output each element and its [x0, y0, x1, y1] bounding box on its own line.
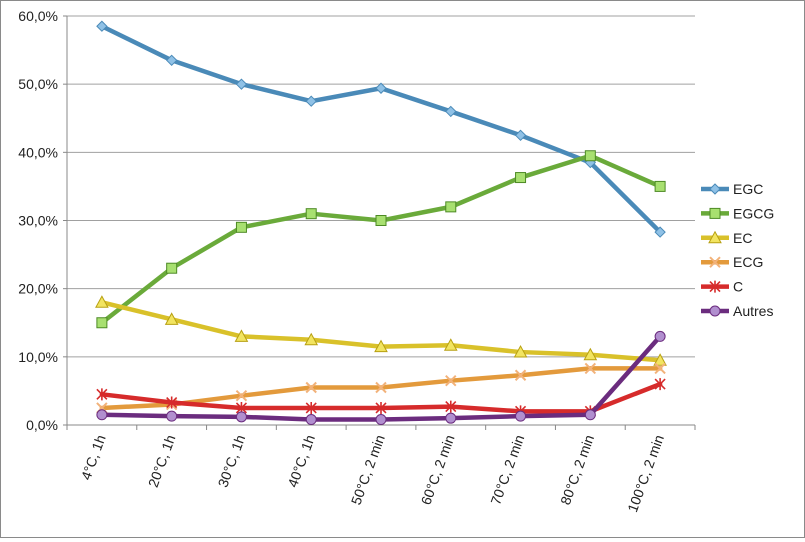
data-point [164, 312, 179, 325]
data-point [654, 378, 666, 391]
y-tick-label: 0,0% [26, 417, 58, 433]
x-tick-label: 100°C, 2 min [624, 433, 667, 515]
data-point [654, 180, 666, 192]
data-point [584, 409, 596, 421]
y-tick-label: 60,0% [18, 8, 58, 24]
legend-label: EC [733, 230, 752, 246]
data-point [514, 129, 527, 141]
data-point [375, 401, 387, 414]
legend-item: Autres [701, 303, 773, 319]
y-tick-label: 40,0% [18, 144, 58, 160]
legend-marker [709, 280, 721, 293]
legend-marker [709, 305, 721, 317]
series-ec [95, 295, 667, 366]
data-point [305, 414, 317, 426]
legend-item: EGC [701, 181, 763, 197]
x-tick-label: 70°C, 2 min [487, 433, 527, 507]
data-point [445, 374, 457, 387]
data-point [653, 353, 667, 366]
data-point [305, 208, 317, 220]
data-point [445, 201, 457, 213]
series-group [95, 20, 667, 426]
legend-item: ECG [701, 254, 763, 270]
data-point [235, 389, 248, 402]
legend-marker [709, 256, 721, 268]
series-autres [96, 330, 666, 426]
data-point [304, 332, 319, 346]
legend: EGC EGCG EC ECG C Autres [701, 181, 774, 319]
legend-item: EGCG [701, 205, 774, 221]
data-point [654, 362, 666, 375]
x-tick-label: 4°C, 1h [78, 433, 109, 483]
y-tick-label: 30,0% [18, 213, 58, 229]
data-point [375, 82, 387, 94]
data-point [445, 105, 457, 118]
x-tick-label: 60°C, 2 min [417, 433, 457, 507]
data-point [584, 150, 596, 162]
data-point [515, 410, 527, 422]
y-tick-label: 50,0% [18, 76, 58, 92]
data-point [234, 329, 249, 342]
data-point [96, 388, 108, 401]
data-point [654, 330, 666, 342]
y-tick-label: 20,0% [18, 281, 58, 297]
data-point [305, 95, 317, 107]
data-point [305, 401, 317, 414]
data-point [584, 362, 597, 375]
legend-item: C [701, 279, 743, 295]
data-point [374, 339, 388, 353]
data-point [583, 347, 598, 361]
x-axis: 4°C, 1h 20°C, 1h 30°C, 1h 40°C, 1h 50°C, 2 m… [66, 424, 696, 515]
data-point [166, 396, 178, 409]
series-egc [96, 20, 666, 238]
data-point [235, 221, 247, 233]
y-tick-label: 10,0% [18, 349, 58, 365]
legend-label: EGCG [733, 205, 774, 221]
data-point [515, 172, 527, 184]
data-point [443, 338, 458, 351]
data-point [235, 411, 247, 423]
x-tick-label: 30°C, 1h [215, 433, 249, 490]
grid-lines [67, 15, 695, 358]
data-point [445, 400, 457, 413]
series-c [96, 378, 666, 418]
data-point [95, 295, 109, 308]
data-point [375, 381, 387, 394]
x-tick-label: 80°C, 2 min [557, 433, 597, 507]
data-point [654, 226, 666, 238]
x-tick-label: 50°C, 2 min [348, 433, 388, 507]
legend-label: Autres [733, 303, 773, 319]
data-point [375, 414, 387, 426]
data-point [375, 215, 387, 226]
legend-label: C [733, 279, 743, 295]
data-point [96, 317, 108, 329]
x-tick-label: 20°C, 1h [145, 433, 179, 490]
series-line [99, 23, 663, 235]
data-point [166, 262, 178, 274]
series-egcg [96, 150, 666, 329]
data-point [514, 369, 527, 381]
legend-item: EC [701, 230, 752, 246]
legend-label: ECG [733, 254, 763, 270]
data-point [445, 412, 457, 424]
y-axis: 0,0% 10,0% 20,0% 30,0% 40,0% 50,0% 60,0% [18, 8, 68, 433]
legend-marker [709, 183, 721, 195]
data-point [96, 409, 108, 421]
data-point [96, 20, 108, 32]
data-point [166, 410, 178, 422]
data-point [235, 78, 248, 90]
legend-label: EGC [733, 181, 763, 197]
data-point [513, 345, 528, 358]
legend-marker [708, 230, 722, 244]
x-tick-label: 40°C, 1h [284, 433, 318, 490]
data-point [305, 381, 317, 394]
legend-marker [709, 207, 721, 219]
data-point [165, 54, 178, 67]
series-line [99, 153, 663, 325]
